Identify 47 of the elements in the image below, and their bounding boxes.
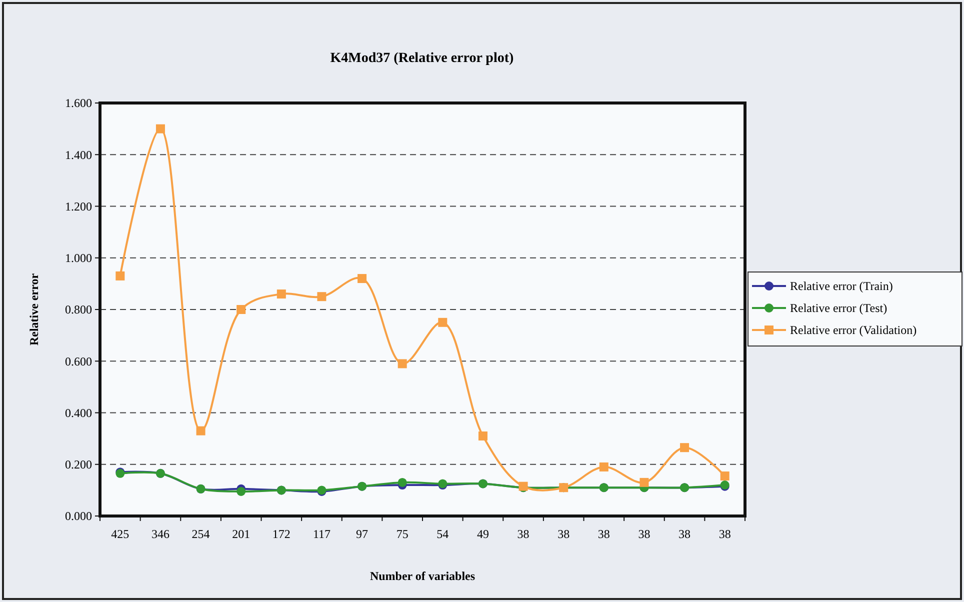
- point: [358, 274, 367, 284]
- y-tick-label: 1.400: [65, 148, 92, 162]
- x-tick-label: 75: [396, 527, 408, 541]
- point: [317, 292, 326, 302]
- legend-label: Relative error (Validation): [790, 323, 917, 338]
- point: [276, 290, 286, 299]
- x-tick-label: 425: [111, 527, 130, 541]
- y-tick-label: 1.200: [65, 199, 92, 214]
- y-tick-label: 0.200: [65, 458, 92, 472]
- y-tick-label: 1.600: [65, 96, 92, 110]
- x-tick-label: 172: [272, 527, 290, 541]
- y-axis-title: Relative error: [27, 272, 41, 346]
- x-tick-label: 38: [517, 527, 530, 541]
- point: [438, 318, 448, 327]
- point: [196, 426, 206, 436]
- point: [156, 124, 165, 134]
- y-tick-label: 0.000: [65, 509, 92, 524]
- x-tick-label: 38: [598, 527, 610, 541]
- chart-title: K4Mod37 (Relative error plot): [330, 51, 514, 66]
- x-tick-label: 38: [638, 527, 650, 541]
- y-tick-label: 0.600: [65, 354, 92, 368]
- y-tick-label: 0.800: [65, 302, 92, 317]
- point: [116, 271, 125, 280]
- y-tick-label: 0.400: [65, 406, 92, 420]
- x-axis-title: Number of variables: [370, 569, 476, 583]
- point: [398, 359, 407, 368]
- point: [398, 478, 407, 487]
- x-tick-label: 97: [356, 527, 368, 541]
- legend-label: Relative error (Train): [790, 279, 893, 294]
- y-tick-label: 1.000: [65, 251, 92, 266]
- x-tick-label: 346: [151, 527, 170, 541]
- point: [640, 478, 649, 487]
- x-tick-label: 54: [436, 527, 449, 541]
- legend-label: Relative error (Test): [790, 301, 888, 316]
- x-tick-label: 38: [718, 527, 731, 541]
- x-tick-label: 254: [192, 527, 210, 541]
- point: [599, 462, 608, 472]
- x-tick-label: 38: [558, 527, 570, 541]
- x-tick-label: 117: [312, 527, 330, 541]
- point: [680, 443, 690, 452]
- x-tick-label: 201: [232, 527, 250, 541]
- point: [236, 305, 246, 314]
- point: [236, 486, 246, 496]
- x-tick-label: 49: [476, 527, 489, 541]
- point: [478, 431, 488, 440]
- point: [720, 471, 730, 480]
- x-tick-label: 38: [678, 527, 691, 541]
